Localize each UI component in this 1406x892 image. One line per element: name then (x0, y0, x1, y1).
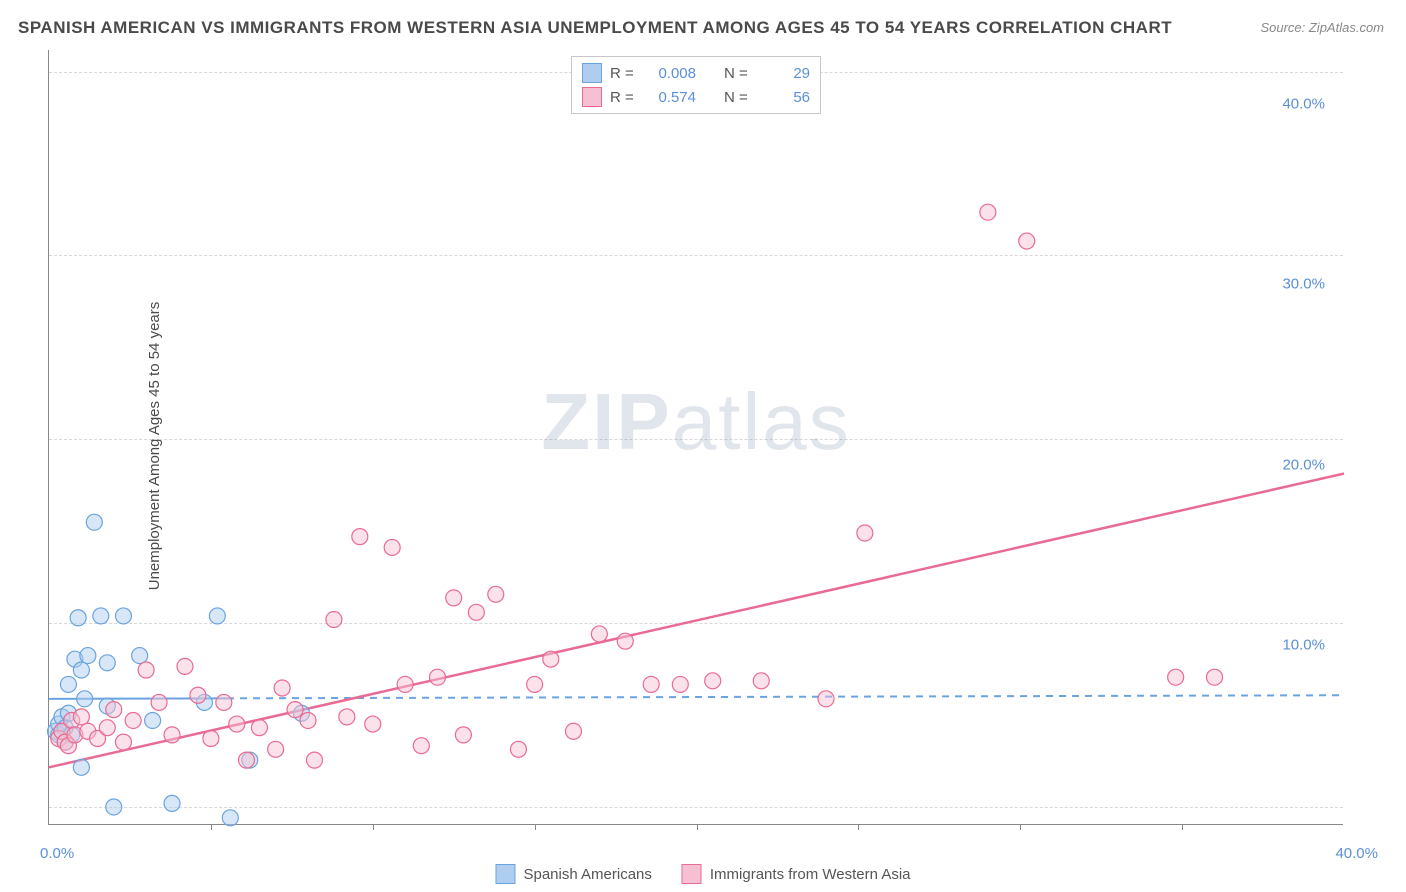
trend-line-dashed (227, 695, 1344, 698)
data-point (430, 669, 446, 685)
correlation-row-1: R = 0.008 N = 29 (582, 61, 810, 85)
data-point (229, 716, 245, 732)
data-point (705, 673, 721, 689)
data-point (77, 691, 93, 707)
data-point (591, 626, 607, 642)
data-point (397, 676, 413, 692)
x-tick (697, 824, 698, 830)
data-point (93, 608, 109, 624)
n-label: N = (724, 65, 752, 82)
scatter-svg (49, 50, 1343, 824)
x-tick (535, 824, 536, 830)
r-label: R = (610, 65, 638, 82)
data-point (125, 712, 141, 728)
data-point (753, 673, 769, 689)
data-point (818, 691, 834, 707)
x-tick (211, 824, 212, 830)
data-point (468, 604, 484, 620)
r-value-2: 0.574 (646, 89, 696, 106)
data-point (115, 608, 131, 624)
data-point (251, 720, 267, 736)
data-point (99, 720, 115, 736)
legend-item-1: Spanish Americans (495, 864, 651, 884)
data-point (70, 610, 86, 626)
data-point (1207, 669, 1223, 685)
data-point (413, 738, 429, 754)
legend-label-1: Spanish Americans (523, 866, 651, 883)
data-point (857, 525, 873, 541)
data-point (60, 676, 76, 692)
correlation-row-2: R = 0.574 N = 56 (582, 85, 810, 109)
data-point (73, 662, 89, 678)
data-point (510, 741, 526, 757)
data-point (300, 712, 316, 728)
data-point (106, 702, 122, 718)
data-point (446, 590, 462, 606)
data-point (326, 612, 342, 628)
data-point (365, 716, 381, 732)
x-tick (373, 824, 374, 830)
n-label: N = (724, 89, 752, 106)
x-tick (1182, 824, 1183, 830)
data-point (151, 694, 167, 710)
data-point (268, 741, 284, 757)
source-label: Source: ZipAtlas.com (1260, 20, 1384, 35)
data-point (80, 648, 96, 664)
data-point (164, 727, 180, 743)
data-point (527, 676, 543, 692)
data-point (138, 662, 154, 678)
r-label: R = (610, 89, 638, 106)
legend-item-2: Immigrants from Western Asia (682, 864, 911, 884)
data-point (203, 730, 219, 746)
x-tick (858, 824, 859, 830)
data-point (115, 734, 131, 750)
x-tick (1020, 824, 1021, 830)
data-point (339, 709, 355, 725)
data-point (106, 799, 122, 815)
data-point (216, 694, 232, 710)
data-point (73, 759, 89, 775)
correlation-legend: R = 0.008 N = 29 R = 0.574 N = 56 (571, 56, 821, 114)
plot-area: ZIPatlas R = 0.008 N = 29 R = 0.574 N = … (48, 50, 1343, 825)
data-point (672, 676, 688, 692)
data-point (488, 586, 504, 602)
data-point (177, 658, 193, 674)
data-point (222, 810, 238, 826)
data-point (287, 702, 303, 718)
swatch-series-2 (582, 87, 602, 107)
series-legend: Spanish Americans Immigrants from Wester… (495, 864, 910, 884)
data-point (132, 648, 148, 664)
data-point (980, 204, 996, 220)
data-point (643, 676, 659, 692)
swatch-series-1 (582, 63, 602, 83)
data-point (565, 723, 581, 739)
data-point (99, 655, 115, 671)
data-point (1168, 669, 1184, 685)
n-value-1: 29 (760, 65, 810, 82)
n-value-2: 56 (760, 89, 810, 106)
x-tick-max: 40.0% (1335, 845, 1378, 862)
data-point (384, 539, 400, 555)
swatch-series-2-bottom (682, 864, 702, 884)
data-point (145, 712, 161, 728)
data-point (274, 680, 290, 696)
chart-title: SPANISH AMERICAN VS IMMIGRANTS FROM WEST… (18, 18, 1172, 38)
data-point (73, 709, 89, 725)
swatch-series-1-bottom (495, 864, 515, 884)
data-point (86, 514, 102, 530)
r-value-1: 0.008 (646, 65, 696, 82)
data-point (1019, 233, 1035, 249)
legend-label-2: Immigrants from Western Asia (710, 866, 911, 883)
data-point (209, 608, 225, 624)
data-point (306, 752, 322, 768)
data-point (543, 651, 559, 667)
data-point (190, 687, 206, 703)
data-point (352, 529, 368, 545)
data-point (164, 795, 180, 811)
data-point (617, 633, 633, 649)
x-tick-min: 0.0% (40, 845, 74, 862)
data-point (455, 727, 471, 743)
data-point (238, 752, 254, 768)
